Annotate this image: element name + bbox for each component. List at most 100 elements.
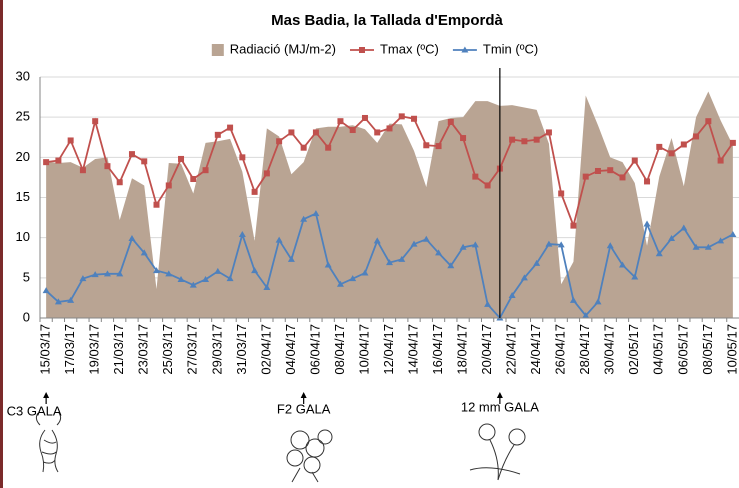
marker [533,259,541,266]
marker [202,275,210,282]
x-tick-label: 25/03/17 [160,324,175,375]
marker [336,280,344,287]
marker [153,201,160,208]
marker [141,158,148,165]
marker [67,296,75,303]
x-tick-label: 31/03/17 [234,324,249,375]
marker [312,210,320,217]
y-tick-label: 15 [16,189,30,204]
marker [140,249,148,256]
y-tick-label: 10 [16,229,30,244]
marker [275,236,283,243]
marker [361,114,368,121]
marker [55,157,62,164]
marker [484,300,492,307]
marker [386,259,393,266]
x-tick-label: 10/04/17 [356,324,371,375]
marker [533,136,540,143]
marker [398,255,406,262]
annotation: 12 mm GALA [461,399,539,414]
legend-label: Tmax (ºC) [380,41,439,56]
marker [411,115,418,122]
marker [337,118,344,125]
marker [349,127,356,134]
marker [238,230,246,237]
x-tick-label: 26/04/17 [553,324,568,375]
marker [582,312,590,319]
marker [656,143,663,150]
y-tick-label: 0 [23,309,30,324]
marker [607,167,614,174]
x-tick-label: 10/05/17 [724,324,739,375]
marker [386,125,393,132]
marker [594,167,601,174]
marker [693,133,700,140]
marker [189,281,197,288]
x-tick-label: 08/05/17 [700,324,715,375]
marker [324,261,332,268]
marker [545,129,552,136]
x-tick-label: 04/05/17 [651,324,666,375]
marker [67,137,74,144]
marker [729,139,736,146]
legend: Radiació (MJ/m-2) Tmax (ºC) Tmin (ºC) [211,41,538,56]
x-tick-label: 18/04/17 [455,324,470,375]
marker [435,249,443,256]
x-tick-label: 15/03/17 [38,324,53,375]
marker [263,283,271,290]
marker [570,222,577,229]
x-tick-label: 08/04/17 [332,324,347,375]
marker [680,141,687,148]
marker [717,157,724,164]
marker [717,237,725,244]
marker [79,275,87,282]
marker [165,182,172,189]
x-tick-label: 30/04/17 [602,324,617,375]
marker [92,118,99,125]
marker [520,274,528,281]
y-tick-label: 30 [16,68,30,83]
marker [358,47,365,53]
marker [422,235,430,242]
marker [398,113,405,120]
x-tick-label: 20/04/17 [479,324,494,375]
marker [594,298,602,305]
x-tick-label: 17/03/17 [62,324,77,375]
marker [410,240,418,247]
marker [300,144,307,151]
marker [177,275,185,282]
annotation: C3 GALA [7,403,62,418]
y-tick-label: 20 [16,149,30,164]
plot [42,91,737,321]
marker [128,234,136,241]
marker [704,243,712,250]
legend-swatch [211,44,224,56]
marker [43,159,50,166]
marker [190,176,197,183]
x-tick-label: 14/04/17 [405,324,420,375]
marker [116,179,123,186]
marker [668,150,675,157]
page-border [0,0,3,488]
marker [619,261,626,268]
marker [558,190,565,197]
x-tick-label: 02/05/17 [626,324,641,375]
x-tick-label: 21/03/17 [111,324,126,375]
area [46,91,733,319]
marker [631,273,639,280]
x-tick-label: 16/04/17 [430,324,445,375]
x-tick-label: 29/03/17 [209,324,224,375]
marker [619,174,626,181]
marker [471,241,479,248]
marker [435,143,442,150]
x-tick-label: 02/04/17 [258,324,273,375]
marker [287,255,295,262]
marker [165,270,173,277]
marker [312,129,319,136]
marker [631,157,638,164]
marker [288,129,295,136]
x-tick-label: 22/04/17 [504,324,519,375]
marker [680,224,688,231]
marker [42,287,50,294]
annotation: F2 GALA [277,401,331,416]
